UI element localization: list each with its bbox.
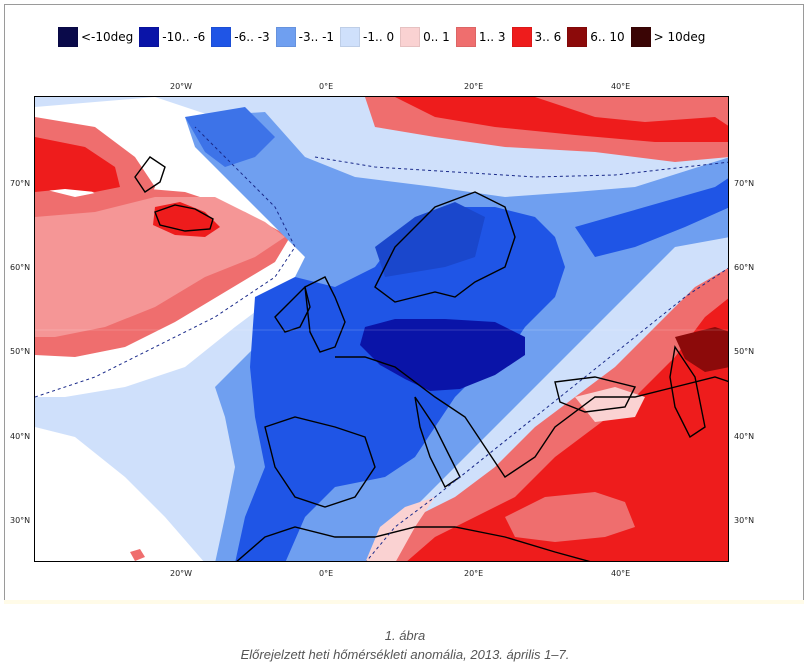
legend-label-6: 1.. 3 (478, 30, 506, 44)
legend-item: > 10deg (630, 27, 706, 47)
tick-top-20w: 20°W (170, 82, 193, 91)
legend-label-1: -10.. -6 (162, 30, 206, 44)
coastline-greenland-tip (134, 156, 166, 193)
coastline-north-africa (236, 526, 591, 561)
tick-left-70n: 70°N (10, 179, 31, 188)
tick-bottom-20w: 20°W (170, 569, 193, 578)
figure-number: 1. ábra (384, 628, 426, 643)
legend-label-3: -3.. -1 (298, 30, 335, 44)
legend-item: -3.. -1 (275, 27, 335, 47)
legend-label-4: -1.. 0 (363, 30, 395, 44)
anomaly-warm-patch-libya (505, 492, 635, 542)
anomaly-cold-russia (575, 178, 728, 257)
anomaly-slight-warm-black-sea (575, 387, 645, 422)
coastlines (134, 156, 728, 561)
legend-swatch-4 (340, 27, 361, 47)
tick-left-50n: 50°N (10, 347, 31, 356)
tick-left-30n: 30°N (10, 516, 31, 525)
tick-bottom-20e: 20°E (464, 569, 484, 578)
legend-label-9: > 10deg (653, 30, 706, 44)
contour-arctic (314, 156, 728, 178)
figure-caption: Előrejelzett heti hőmérsékleti anomália,… (240, 647, 570, 662)
contour-southeast (366, 267, 728, 561)
legend-label-7: 3.. 6 (534, 30, 562, 44)
legend-label-8: 6.. 10 (590, 30, 625, 44)
tick-right-60n: 60°N (734, 263, 755, 272)
anomaly-very-hot-caspian (675, 327, 728, 372)
anomaly-near-zero-sw (35, 427, 204, 561)
coastline-italy (414, 396, 461, 489)
anomaly-warm-iceland-inner (35, 197, 285, 337)
legend-swatch-7 (511, 27, 532, 47)
tick-top-40e: 40°E (611, 82, 631, 91)
color-legend: <-10deg -10.. -6 -6.. -3 -3.. -1 -1.. 0 … (58, 27, 711, 47)
legend-item: 3.. 6 (511, 27, 562, 47)
tick-right-40n: 40°N (734, 432, 755, 441)
anomaly-map (34, 96, 729, 562)
legend-swatch-5 (400, 27, 421, 47)
legend-swatch-9 (630, 27, 651, 47)
legend-swatch-2 (211, 27, 232, 47)
legend-label-0: <-10deg (81, 30, 134, 44)
legend-item: -10.. -6 (139, 27, 205, 47)
legend-swatch-6 (455, 27, 476, 47)
tick-right-70n: 70°N (734, 179, 755, 188)
anomaly-zero-contours (35, 126, 728, 561)
anomaly-hot-greenland (35, 137, 120, 192)
anomaly-hot-arctic (395, 97, 728, 142)
legend-item: -1.. 0 (340, 27, 394, 47)
tick-top-0e: 0°E (319, 82, 334, 91)
legend-swatch-3 (275, 27, 296, 47)
legend-item: -6.. -3 (211, 27, 270, 47)
coastline-caspian (669, 345, 706, 439)
anomaly-cool-norwegian-sea (185, 107, 275, 167)
anomaly-very-cold-core (360, 319, 525, 391)
legend-item: 1.. 3 (455, 27, 506, 47)
anomaly-cold-scandinavia (375, 202, 485, 277)
legend-swatch-0 (58, 27, 78, 47)
anomaly-slight-warm-iberia (365, 497, 435, 561)
anomaly-map-svg (35, 97, 728, 561)
tick-left-40n: 40°N (10, 432, 31, 441)
anomaly-warm-dot (130, 549, 145, 561)
legend-swatch-1 (139, 27, 160, 47)
legend-label-2: -6.. -3 (234, 30, 270, 44)
anomaly-cold-central-europe (235, 207, 565, 561)
coastline-scandinavia (374, 191, 516, 303)
anomaly-hot-iceland (153, 202, 220, 237)
legend-item: 0.. 1 (400, 27, 450, 47)
contour-atlantic (35, 126, 296, 398)
coastline-britain (304, 276, 346, 353)
figure-bottom-strip (4, 600, 804, 604)
legend-label-5: 0.. 1 (423, 30, 450, 44)
legend-item: 6.. 10 (567, 27, 625, 47)
tick-right-50n: 50°N (734, 347, 755, 356)
anomaly-hot-southeast (407, 298, 728, 561)
legend-item: <-10deg (58, 27, 133, 47)
tick-right-30n: 30°N (734, 516, 755, 525)
coastline-europe-south (335, 356, 728, 478)
coastline-iceland (154, 204, 214, 232)
tick-left-60n: 60°N (10, 263, 31, 272)
tick-bottom-0e: 0°E (319, 569, 334, 578)
tick-bottom-40e: 40°E (611, 569, 631, 578)
tick-top-20e: 20°E (464, 82, 484, 91)
coastline-iberia (264, 416, 376, 508)
legend-swatch-8 (567, 27, 588, 47)
coastline-black-sea (554, 376, 637, 413)
